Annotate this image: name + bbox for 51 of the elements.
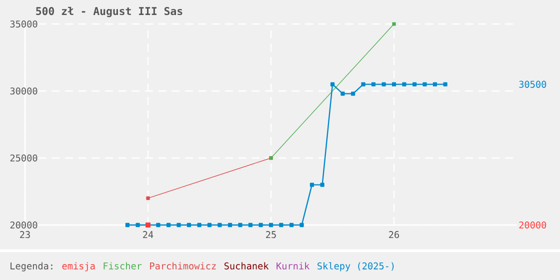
point: [146, 196, 150, 200]
y-tick-label: 30000: [10, 87, 38, 95]
point: [350, 92, 356, 96]
point: [340, 92, 345, 96]
y2-tick-label: 30500: [519, 80, 546, 88]
point: [125, 222, 130, 228]
y-tick-label: 20000: [10, 221, 38, 229]
point: [186, 222, 192, 228]
point: [218, 222, 222, 228]
point: [238, 222, 242, 228]
legend-label: Kurnik: [276, 262, 310, 270]
point: [392, 22, 396, 26]
point: [197, 222, 202, 228]
text: Parchimowicz: [150, 262, 216, 270]
point: [310, 182, 314, 187]
point: [392, 82, 396, 86]
point: [289, 222, 294, 228]
x-tick-label: 24: [143, 231, 154, 238]
point: [279, 222, 284, 228]
point: [166, 222, 171, 228]
point: [248, 222, 253, 228]
legend-label: Suchanek: [224, 262, 269, 270]
chart-title: 500 zł - August III Sas: [36, 6, 182, 18]
x-tick-label: 26: [389, 231, 400, 238]
point: [382, 82, 386, 86]
point: [207, 222, 212, 228]
point: [268, 222, 274, 228]
point: [361, 82, 366, 86]
point: [228, 222, 232, 228]
point: [320, 182, 324, 187]
point: [176, 222, 181, 228]
text: Fischer: [104, 262, 142, 270]
x-tick-label: 25: [266, 231, 276, 238]
point: [330, 82, 335, 86]
point: [422, 82, 427, 86]
y2-tick-label: 20000: [519, 221, 546, 229]
point: [402, 82, 406, 86]
point: [432, 82, 438, 86]
text: emisja: [62, 262, 95, 272]
point: [258, 222, 263, 228]
point: [412, 82, 417, 86]
x-tick-label: 23: [20, 231, 30, 238]
y-tick-label: 25000: [10, 154, 38, 162]
text: Sklepy (2025-): [318, 262, 394, 272]
point: [371, 82, 376, 86]
point: [156, 222, 160, 228]
point: [136, 222, 140, 228]
y-tick-label: 35000: [10, 20, 38, 28]
point: [443, 82, 448, 86]
point: [300, 222, 304, 228]
legend-title: Legenda:: [10, 262, 52, 272]
